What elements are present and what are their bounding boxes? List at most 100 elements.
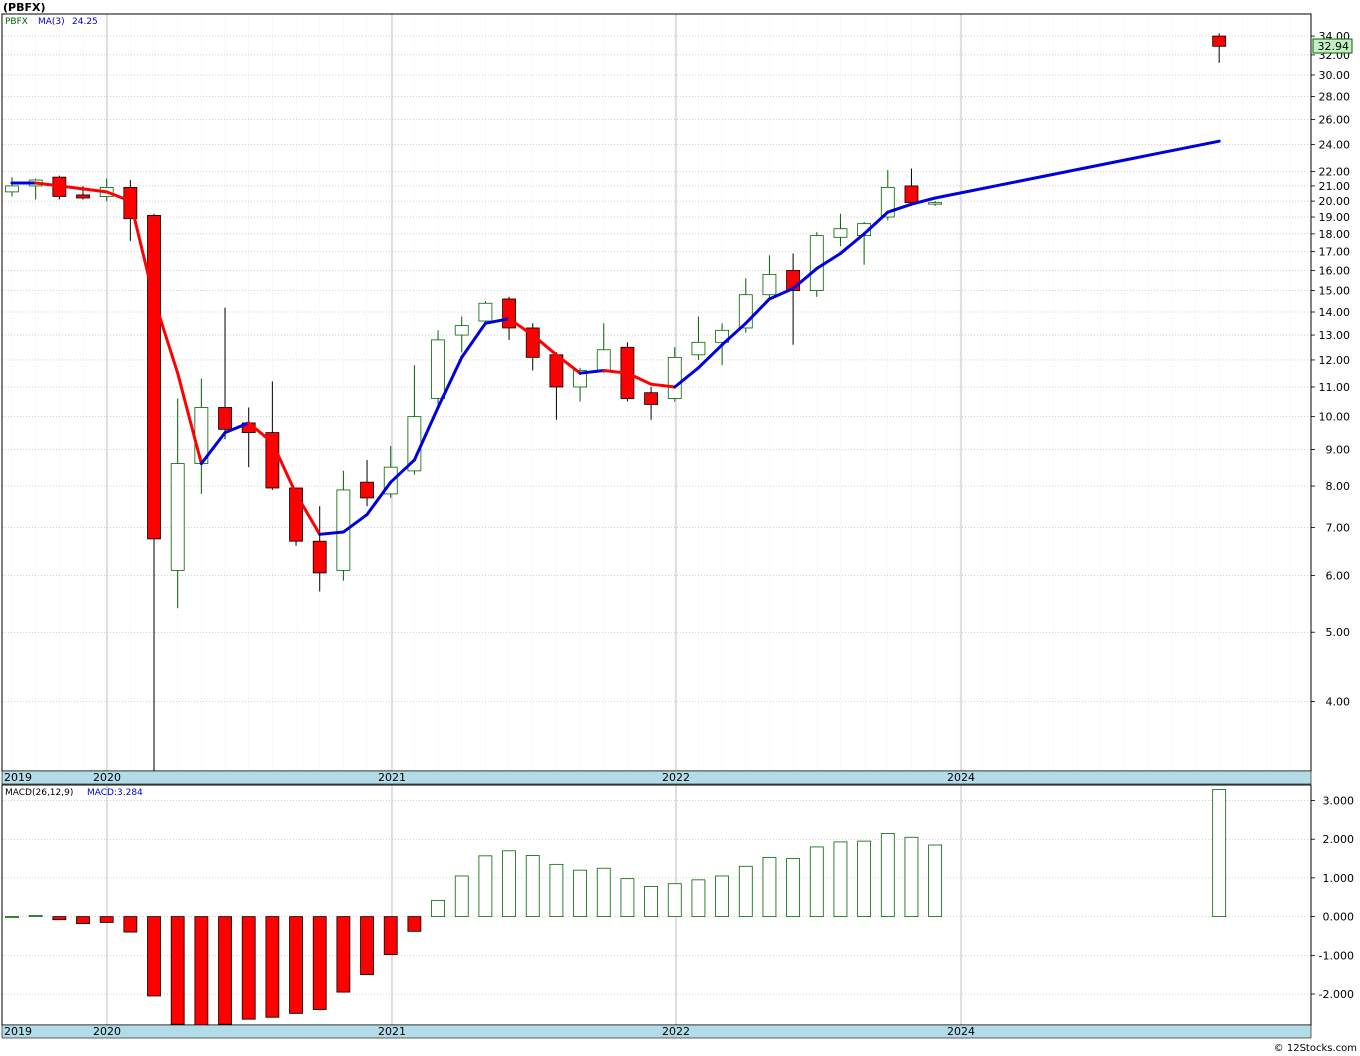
time-axis-label: 2019: [4, 1025, 32, 1038]
macd-bar-negative: [407, 916, 422, 932]
price-tick-label: 14.00: [1319, 306, 1351, 319]
price-panel: 34.0032.0030.0028.0026.0024.0022.0021.00…: [1, 13, 1353, 772]
macd-bar-positive: [833, 841, 848, 918]
macd-tick-label: 1.000: [1323, 872, 1355, 885]
candle-body-down: [312, 540, 327, 574]
candle-body-up: [5, 185, 19, 193]
time-axis-label: 2020: [93, 1025, 121, 1038]
macd-bar-negative: [360, 916, 374, 976]
price-tick-label: 28.00: [1319, 90, 1351, 103]
ma-segment: [862, 210, 890, 236]
candle-body-down: [1212, 35, 1227, 47]
ma-segment: [176, 371, 203, 466]
ma-segment: [294, 492, 322, 536]
macd-panel: 3.000 2.000 1.000 0.000 -1.000 -2.000 MACD(26…: [1, 784, 1354, 1026]
candle-body-up: [431, 339, 445, 399]
ma-segment: [318, 530, 345, 536]
candle-body-down: [525, 327, 540, 358]
macd-bar-negative: [218, 916, 232, 1025]
macd-bar-positive: [620, 878, 635, 918]
time-axis-label: 2022: [662, 1025, 690, 1038]
macd-legend-value: MACD:3.284: [87, 788, 143, 798]
macd-tick-label: 0.000: [1323, 911, 1355, 924]
candle-body-down: [360, 481, 374, 499]
candle-body-up: [596, 349, 611, 371]
ma-segment: [483, 317, 511, 325]
time-axis-label: 2021: [378, 771, 406, 784]
ma-segment: [247, 421, 274, 445]
macd-bar-positive: [809, 846, 824, 918]
price-tick-label: 12.00: [1319, 354, 1351, 367]
macd-bar-negative: [52, 916, 67, 921]
macd-bar-positive: [502, 850, 516, 918]
macd-tick-label: -2.000: [1319, 988, 1354, 1001]
macd-bar-negative: [312, 916, 327, 1010]
macd-bar-positive: [880, 832, 895, 918]
macd-bar-positive: [644, 886, 658, 918]
macd-bar-positive: [549, 863, 564, 918]
time-axis-band-price: [1, 770, 1312, 785]
ma-segment: [81, 187, 109, 194]
macd-bar-negative: [265, 916, 280, 1018]
candle-body-up: [833, 228, 848, 238]
macd-bar-negative: [123, 916, 138, 933]
ma-segment: [531, 333, 558, 357]
last-price-badge: [1312, 38, 1353, 54]
time-axis-label: 2020: [93, 771, 121, 784]
candle-body-up: [336, 489, 351, 571]
macd-bar-positive: [478, 855, 493, 918]
macd-bar-positive: [786, 858, 801, 918]
ma-segment: [720, 321, 748, 347]
macd-bar-negative: [147, 916, 161, 997]
macd-y-axis: 3.000 2.000 1.000 0.000 -1.000 -2.000: [1311, 794, 1354, 1001]
candle-body-up: [573, 370, 587, 388]
macd-bar-positive: [715, 875, 729, 918]
ma-segment: [696, 343, 724, 370]
macd-tick-label: -1.000: [1319, 949, 1354, 962]
price-tick-label: 22.00: [1319, 165, 1351, 178]
macd-bar-negative: [170, 916, 185, 1025]
price-tick-label: 13.00: [1319, 329, 1351, 342]
macd-bar-positive: [667, 883, 682, 918]
ma-segment: [767, 286, 795, 301]
ma-segment: [270, 441, 298, 496]
macd-bar-positive: [928, 844, 943, 918]
candle-body-down: [644, 392, 658, 405]
time-axis-labels-macd: 2019 2020 2021 2022 2024: [4, 1025, 975, 1038]
price-tick-label: 30.00: [1319, 69, 1351, 82]
price-legend-symbol: PBFX: [5, 17, 28, 27]
candle-body-up: [454, 325, 469, 336]
ma-segment: [625, 371, 653, 386]
copyright-text: © 12Stocks.com: [1274, 1043, 1357, 1054]
ma-segment: [152, 297, 180, 375]
macd-bar-negative: [241, 916, 256, 1020]
macd-bar-negative: [99, 916, 114, 923]
ma-segment: [199, 431, 227, 466]
price-tick-label: 7.00: [1326, 522, 1351, 535]
price-tick-label: 10.00: [1319, 411, 1351, 424]
last-price-badge-text: 32.94: [1318, 40, 1350, 53]
ma-segment: [34, 181, 61, 188]
price-tick-label: 15.00: [1319, 285, 1351, 298]
price-tick-label: 6.00: [1326, 570, 1351, 583]
price-tick-label: 20.00: [1319, 195, 1351, 208]
price-tick-label: 4.00: [1326, 696, 1351, 709]
ma-segment: [105, 190, 132, 203]
macd-bars: [5, 789, 1227, 1026]
price-y-axis: 34.0032.0030.0028.0026.0024.0022.0021.00…: [1311, 30, 1350, 709]
ma-segment: [815, 251, 842, 271]
macd-bar-positive: [1212, 789, 1227, 918]
time-axis-label: 2022: [662, 771, 690, 784]
price-tick-label: 11.00: [1319, 381, 1351, 394]
macd-bar-positive: [5, 916, 19, 919]
ma-segment: [128, 199, 156, 301]
candle-body-down: [76, 194, 90, 199]
macd-tick-label: 3.000: [1323, 794, 1355, 807]
macd-bar-positive: [691, 879, 706, 918]
macd-bar-negative: [383, 916, 398, 955]
candle-body-up: [762, 273, 777, 296]
macd-bar-positive: [738, 865, 753, 918]
ma-segment: [436, 355, 464, 409]
